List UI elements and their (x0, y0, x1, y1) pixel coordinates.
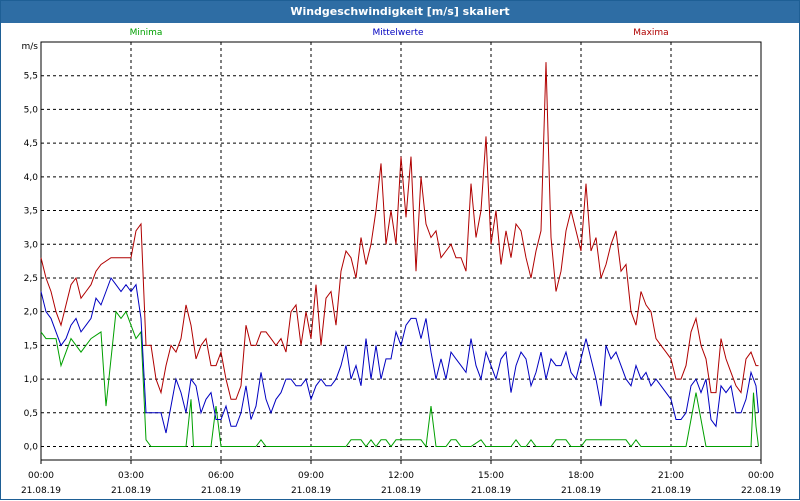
x-tick-time-label: 18:00 (568, 471, 594, 481)
x-tick-date-label: 21.08.19 (381, 486, 421, 496)
x-tick-date-label: 21.08.19 (21, 486, 61, 496)
x-tick-time-label: 00:00 (748, 471, 774, 481)
x-tick-time-label: 09:00 (298, 471, 324, 481)
x-tick-date-label: 21.08.19 (651, 486, 691, 496)
x-tick-time-label: 06:00 (208, 471, 234, 481)
x-tick-time-label: 12:00 (388, 471, 414, 481)
y-tick-label: 4,5 (24, 139, 38, 149)
y-tick-label: 4,0 (24, 173, 39, 183)
y-tick-label: 2,0 (24, 308, 39, 318)
x-tick-time-label: 15:00 (478, 471, 504, 481)
y-tick-label: 3,0 (24, 240, 39, 250)
x-tick-date-label: 21.08.19 (471, 486, 511, 496)
y-tick-label: 1,0 (24, 375, 39, 385)
legend-entry-minima: Minima (130, 28, 163, 38)
x-tick-time-label: 03:00 (118, 471, 144, 481)
legend-entry-maxima: Maxima (633, 28, 668, 38)
x-tick-date-label: 21.08.19 (561, 486, 601, 496)
y-tick-label: 2,5 (24, 274, 38, 284)
legend-entry-mittelwerte: Mittelwerte (372, 28, 423, 38)
x-tick-date-label: 21.08.19 (291, 486, 331, 496)
y-tick-label: 5,5 (24, 72, 38, 82)
x-tick-date-label: 22.08.19 (741, 486, 781, 496)
y-tick-label: 5,0 (24, 105, 39, 115)
y-tick-label: 1,5 (24, 341, 38, 351)
y-tick-label: 0,5 (24, 409, 38, 419)
series-line-mittelwerte (40, 276, 759, 434)
series-line-minima (40, 310, 759, 448)
x-tick-time-label: 21:00 (658, 471, 684, 481)
x-tick-date-label: 21.08.19 (201, 486, 241, 496)
series-line-maxima (40, 62, 759, 400)
chart-title: Windgeschwindigkeit [m/s] skaliert (1, 1, 799, 23)
x-tick-time-label: 00:00 (28, 471, 54, 481)
y-axis-unit-label: m/s (22, 42, 39, 52)
y-tick-label: 0,0 (24, 443, 39, 453)
x-tick-date-label: 21.08.19 (111, 486, 151, 496)
y-tick-label: 3,5 (24, 207, 38, 217)
